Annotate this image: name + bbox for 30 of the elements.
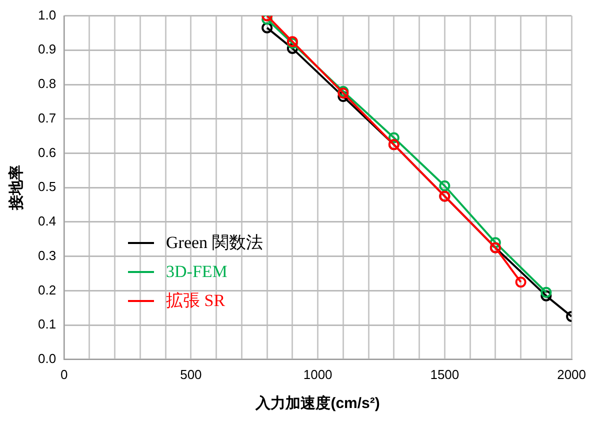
point <box>388 132 400 144</box>
y-axis-title: 接地率 <box>7 165 26 212</box>
legend-label: 3D-FEM <box>166 262 228 282</box>
point <box>540 290 552 302</box>
point <box>540 286 552 298</box>
y-tick-label: 0.9 <box>38 42 56 57</box>
x-tick-label: 0 <box>60 366 68 382</box>
legend-label: Green 関数法 <box>166 232 263 254</box>
y-tick-label: 0.6 <box>38 144 56 160</box>
y-tick-label: 0.5 <box>38 179 56 194</box>
x-tick-label: 2000 <box>557 366 586 382</box>
point <box>338 91 349 102</box>
x-tick-label: 1000 <box>303 366 332 382</box>
x-tick-label: 1500 <box>430 366 460 382</box>
x-axis-title: 入力加速度(cm/s²) <box>254 394 380 412</box>
y-tick-label: 0.3 <box>38 248 56 263</box>
point <box>262 16 273 25</box>
point <box>262 22 273 34</box>
point <box>515 276 526 288</box>
x-tick-label: 500 <box>180 366 202 382</box>
y-tick-label: 0.1 <box>38 316 56 332</box>
y-tick-label: 0.8 <box>38 76 56 92</box>
y-tick-label: 0.2 <box>38 282 56 298</box>
legend-label: 拡張 SR <box>166 290 226 312</box>
y-tick-label: 0.4 <box>38 214 56 229</box>
point <box>439 180 450 192</box>
y-tick-label: 0.0 <box>38 350 56 366</box>
y-tick-label: 1.0 <box>38 7 56 22</box>
y-tick-label: 0.7 <box>38 110 56 126</box>
point <box>490 237 501 248</box>
